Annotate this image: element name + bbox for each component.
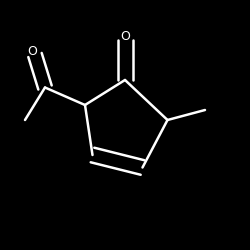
Text: O: O [120, 30, 130, 43]
Text: O: O [28, 45, 38, 58]
